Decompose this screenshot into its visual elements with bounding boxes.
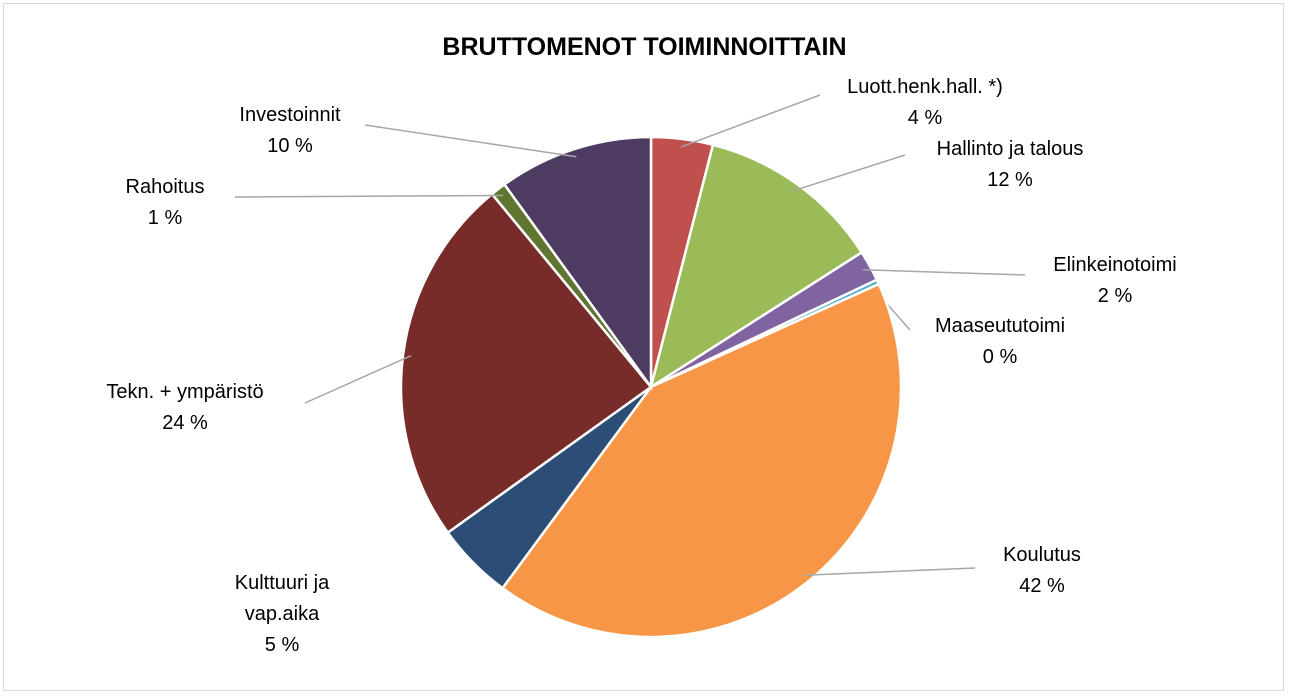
pie-slice [502, 135, 653, 391]
percent-label: 42 % [1019, 575, 1065, 597]
percent-label: 12 % [987, 169, 1033, 191]
percent-label: 0 % [982, 346, 1018, 368]
category-label: Kulttuuri ja vap.aika [234, 572, 330, 625]
data-label: Maaseututoimi 0 % [935, 311, 1065, 373]
percent-label: 5 % [264, 634, 300, 656]
percent-label: 24 % [162, 412, 208, 434]
percent-label: 2 % [1097, 285, 1133, 307]
data-label: Koulutus 42 % [1003, 540, 1081, 602]
category-label: Koulutus [1003, 544, 1081, 566]
leader-line [304, 354, 412, 404]
data-label: Kulttuuri ja vap.aika 5 % [212, 568, 352, 661]
leader-line [792, 154, 906, 192]
category-label: Luott.henk.hall. *) [847, 76, 1003, 98]
percent-label: 4 % [907, 107, 943, 129]
leader-line [364, 124, 577, 158]
data-label: Rahoitus 1 % [126, 172, 205, 234]
leader-line [803, 567, 976, 576]
category-label: Rahoitus [125, 176, 205, 198]
category-label: Tekn. + ympäristö [106, 381, 264, 403]
category-label: Investoinnit [239, 104, 341, 126]
data-label: Elinkeinotoimi 2 % [1053, 250, 1176, 312]
leader-line [680, 94, 821, 148]
category-label: Maaseututoimi [934, 315, 1066, 337]
leader-line [234, 194, 504, 198]
data-label: Luott.henk.hall. *) 4 % [847, 72, 1003, 134]
percent-label: 10 % [267, 135, 313, 157]
data-label: Investoinnit 10 % [239, 100, 340, 162]
pie-slice [500, 282, 903, 639]
chart-frame [3, 3, 1284, 691]
category-label: Elinkeinotoimi [1053, 254, 1177, 276]
percent-label: 1 % [147, 207, 183, 229]
data-label: Tekn. + ympäristö 24 % [106, 377, 263, 439]
data-label: Hallinto ja talous 12 % [937, 134, 1084, 196]
leader-line [862, 268, 1026, 276]
category-label: Hallinto ja talous [936, 138, 1084, 160]
chart-title: BRUTTOMENOT TOIMINNOITTAIN [442, 33, 847, 61]
pie-slice [399, 192, 653, 535]
pie-slice [649, 143, 864, 390]
